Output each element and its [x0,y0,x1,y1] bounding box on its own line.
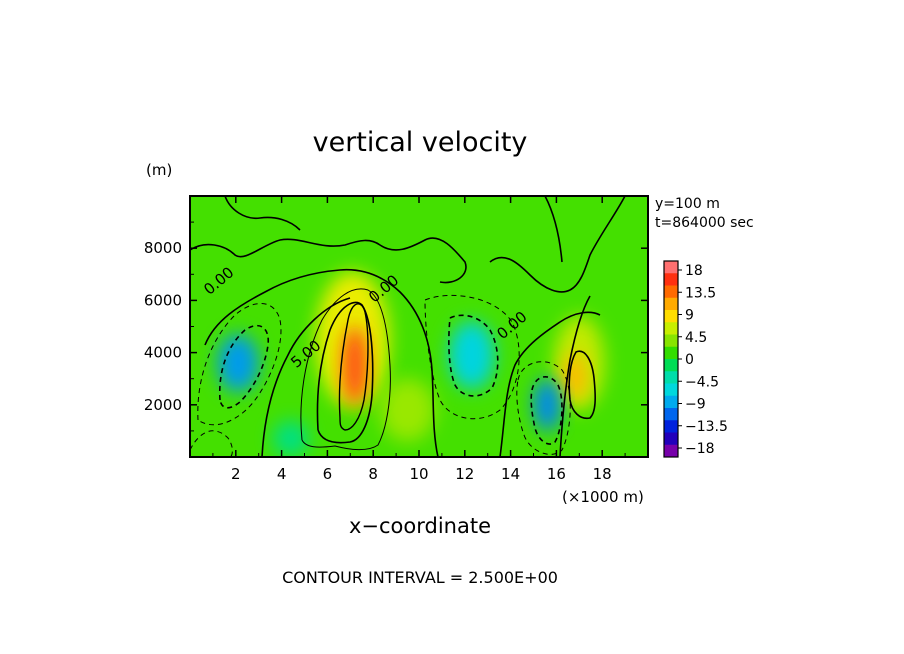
colorbar-swatch [664,310,678,323]
contour-zero-d [489,196,626,293]
colorbar-swatch [664,395,678,409]
contour-pos-5 [316,301,374,444]
y-tick-label: 8000 [144,239,182,257]
x-tick-label: 16 [547,465,566,483]
colorbar-label: 18 [685,263,703,279]
colorbar-label: 13.5 [685,285,716,301]
x-axis-title: x−coordinate [349,514,491,538]
contour-interval-footer: CONTOUR INTERVAL = 2.500E+00 [282,568,558,587]
colorbar-swatch [664,322,678,335]
x-tick-label: 14 [501,465,520,483]
info-line-2: t=864000 sec [655,215,754,231]
colorbar-swatch [664,334,678,348]
colorbar-swatch [664,371,678,384]
colorbar-label: 0 [685,352,694,368]
x-tick-label: 10 [409,465,428,483]
contour-neg-left-outer [197,303,282,426]
y-tick-label: 2000 [144,396,182,414]
contour-neg-mid [448,314,499,397]
x-tick-label: 12 [455,465,474,483]
x-tick-label: 2 [231,465,241,483]
x-axis: 2 4 6 8 10 12 14 16 18 [212,196,626,483]
contour-lines [190,196,626,457]
contour-pos-outer [300,288,391,451]
colorbar-swatch [664,432,678,446]
contour-neg-right-outer [516,361,571,455]
contour-pos-right [568,350,596,420]
contour-zero-e [499,311,601,457]
colorbar: 18 13.5 9 4.5 0 −4.5 −9 −13.5 −18 [663,260,728,458]
contour-neg-right [530,376,563,445]
contour-pos-inner [338,303,369,431]
contour-neg-mid-outer [424,294,520,420]
colorbar-label: 4.5 [685,330,707,346]
contour-zero-a [190,237,467,284]
colorbar-swatch [664,383,678,397]
x-tick-label: 6 [323,465,333,483]
field-cell-7 [533,378,561,431]
colorbar-swatch [664,420,678,433]
field-cell-1 [272,420,310,457]
plot-area: 5.000.000.000.00 [189,195,649,458]
x-tick-label: 18 [593,465,612,483]
contour-zero-f [559,295,591,457]
field-cell-8 [342,326,368,405]
colorbar-label: −18 [685,441,715,457]
x-tick-label: 8 [368,465,378,483]
contour-zero-h [224,196,301,231]
y-unit-label: (m) [146,161,172,179]
colorbar-swatch [664,444,678,458]
field-cell-4 [448,321,495,390]
field-cell-0 [380,378,436,442]
y-tick-label: 6000 [144,291,182,309]
colorbar-label: −4.5 [685,374,719,390]
colorbar-swatch [664,346,678,360]
colorbar-label: −13.5 [685,419,728,435]
info-line-1: y=100 m [655,196,720,212]
y-axis: 2000 4000 6000 8000 [144,221,648,432]
colorbar-swatch [664,261,678,274]
contour-zero-c [261,297,351,457]
colorbar-swatch [664,297,678,311]
contour-zero-b [204,268,439,457]
colorbar-swatch [664,285,678,299]
field-cell-6 [217,334,259,392]
chart-title: vertical velocity [313,127,528,158]
colorbar-label: 9 [685,308,694,324]
colorbar-swatch [664,408,678,421]
field-cell-5 [563,352,587,400]
x-unit-label: (×1000 m) [562,488,644,506]
contour-neg-bottom [190,430,233,457]
colorbar-swatch [664,273,678,286]
y-tick-label: 4000 [144,344,182,362]
contour-zero-g [544,196,563,263]
colorbar-swatch [664,359,678,372]
x-tick-label: 4 [277,465,287,483]
colorbar-label: −9 [685,397,706,413]
